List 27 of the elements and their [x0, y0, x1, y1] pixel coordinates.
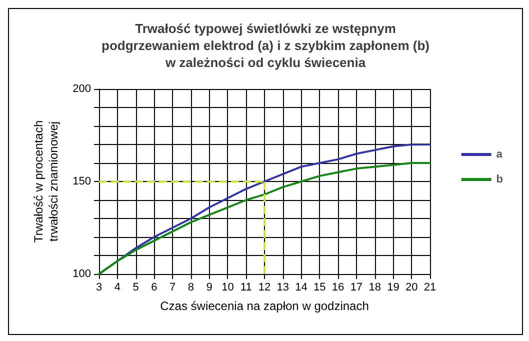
x-tick-label: 19: [387, 282, 400, 294]
x-tick-label: 20: [405, 282, 418, 294]
x-tick-label: 10: [222, 282, 234, 294]
x-tick-label: 14: [295, 282, 308, 294]
x-tick-label: 11: [240, 282, 252, 294]
legend-label: b: [496, 174, 504, 186]
y-tick-label: 150: [72, 176, 91, 188]
x-tick-label: 5: [132, 282, 139, 294]
y-axis-title: Trwałość w procentach trwałości znamionowej: [32, 120, 60, 243]
x-tick-label: 18: [368, 282, 381, 294]
x-tick-label: 8: [188, 282, 194, 294]
x-tick-label: 4: [114, 282, 120, 294]
x-tick-label: 12: [258, 282, 271, 294]
legend-label: a: [496, 148, 504, 160]
x-tick-label: 17: [350, 282, 363, 294]
x-tick-label: 7: [169, 282, 176, 294]
x-tick-label: 15: [314, 282, 326, 294]
x-tick-label: 9: [206, 282, 212, 294]
x-tick-label: 21: [424, 282, 436, 294]
chart-title: Trwałość typowej świetlówki ze wstępnym podgrzewaniem elektrod (a) i z szybkim zapłonem (b) w zależności od cyklu świecenia: [102, 21, 430, 70]
x-tick-label: 6: [151, 282, 158, 294]
x-tick-label: 3: [96, 282, 102, 294]
x-tick-label: 16: [332, 282, 344, 294]
x-axis-title: Czas świecenia na zapłon w godzinach: [160, 299, 369, 313]
y-tick-label: 100: [72, 268, 91, 280]
x-tick-label: 13: [276, 282, 290, 294]
y-tick-label: 200: [72, 83, 91, 95]
